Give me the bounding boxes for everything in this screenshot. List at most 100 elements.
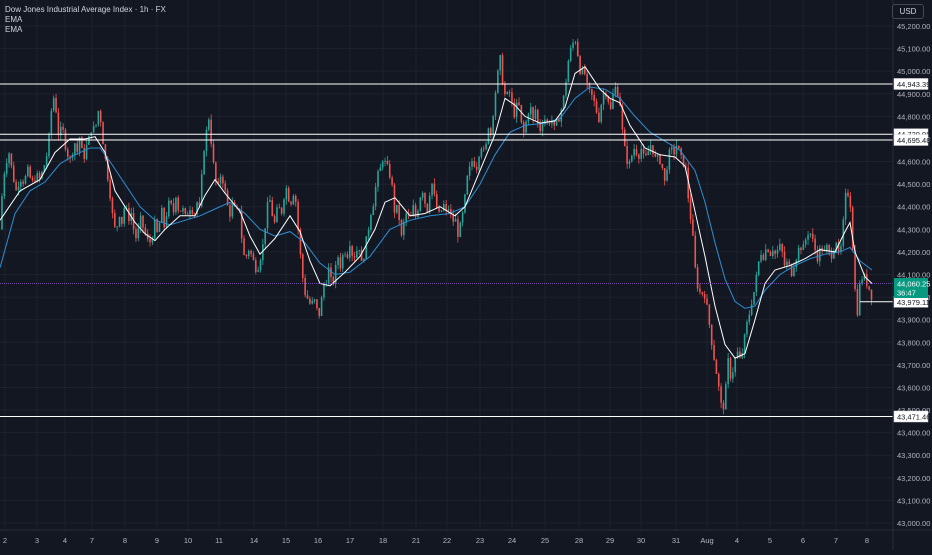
candle-body [842, 219, 845, 247]
candle-body [515, 102, 518, 118]
indicator-ema-2[interactable]: EMA [5, 25, 23, 34]
candle-body [685, 166, 687, 168]
candle-body [572, 42, 574, 48]
candle-body [661, 163, 664, 169]
candle-body [659, 154, 661, 164]
x-tick-label: 29 [606, 536, 614, 545]
candle-body [417, 210, 419, 217]
candle-body [781, 244, 783, 252]
candle-body [689, 198, 692, 220]
candle-body [400, 219, 403, 236]
chart-title[interactable]: Dow Jones Industrial Average Index · 1h … [5, 5, 166, 14]
candles [1, 38, 873, 415]
candle-body [102, 122, 104, 145]
candle-body [149, 238, 151, 243]
y-tick-label: 45,100.00 [897, 45, 930, 54]
candle-body [492, 116, 494, 135]
candle-body [811, 233, 814, 239]
candle-body [544, 119, 546, 125]
candle-body [146, 233, 149, 239]
level-tag [893, 78, 929, 90]
candle-body [27, 166, 29, 177]
candle-body [645, 153, 647, 156]
candle-body [81, 137, 83, 149]
x-tick-label: 3 [35, 536, 39, 545]
candle-body [612, 93, 614, 109]
candle-body [118, 216, 121, 227]
candle-body [499, 55, 501, 71]
candle-body [259, 260, 262, 271]
candle-body [461, 212, 464, 223]
candle-body [231, 202, 234, 217]
candle-body [210, 119, 212, 144]
candle-body [212, 143, 215, 163]
candle-body [135, 229, 137, 239]
candle-body [767, 249, 769, 252]
x-tick-label: 8 [865, 536, 869, 545]
candle-body [868, 286, 870, 290]
candle-body [703, 294, 706, 299]
candle-body [635, 148, 638, 155]
legend: Dow Jones Industrial Average Index · 1h … [5, 5, 166, 35]
indicator-ema-1[interactable]: EMA [5, 15, 23, 24]
candle-body [595, 101, 598, 113]
candle-body [57, 112, 60, 136]
y-tick-label: 43,000.00 [897, 519, 930, 528]
candle-body [320, 297, 323, 316]
candle-body [59, 126, 62, 136]
candle-body [764, 249, 767, 260]
candle-body [699, 288, 701, 293]
candle-body [656, 154, 659, 157]
candle-body [802, 244, 805, 250]
candle-body [468, 166, 471, 176]
candle-body [717, 373, 720, 387]
candle-body [532, 107, 534, 119]
candle-body [200, 174, 203, 206]
candle-body [750, 304, 753, 315]
x-tick-label: 14 [250, 536, 258, 545]
support-tag-label: 43,979.11 [897, 298, 930, 307]
candle-body [332, 277, 335, 284]
candle-body [584, 68, 586, 74]
candle-body [365, 236, 368, 260]
candle-body [360, 249, 363, 262]
candle-body [760, 254, 762, 262]
candle-body [793, 267, 795, 277]
candle-body [175, 197, 177, 213]
candle-body [769, 251, 772, 256]
x-tick-label: 4 [63, 536, 67, 545]
candle-body [250, 250, 252, 254]
candle-body [858, 283, 861, 316]
candle-body [670, 147, 673, 150]
candle-body [682, 154, 685, 167]
candle-body [614, 86, 617, 94]
candle-body [739, 351, 741, 358]
candle-body [15, 181, 17, 191]
x-tick-label: 10 [184, 536, 192, 545]
candle-body [762, 254, 765, 260]
candle-body [20, 181, 22, 187]
candle-body [144, 227, 147, 234]
candle-body [628, 161, 631, 164]
candle-body [245, 255, 248, 257]
candle-body [541, 124, 544, 132]
candle-body [283, 199, 285, 214]
y-tick-label: 43,100.00 [897, 496, 930, 505]
candle-body [826, 244, 828, 251]
level-tag-label: 44,695.48 [897, 136, 930, 145]
candle-body [539, 122, 541, 132]
candle-body [854, 249, 856, 290]
candle-body [50, 110, 53, 135]
candle-body [837, 242, 840, 252]
grid [0, 0, 893, 530]
y-tick-label: 44,800.00 [897, 112, 930, 121]
candle-body [490, 128, 492, 135]
candle-body [163, 207, 165, 228]
candle-body [626, 146, 628, 164]
candle-body [114, 213, 116, 227]
currency-button[interactable]: USD [892, 4, 924, 19]
candle-body [374, 186, 377, 207]
candle-body [464, 194, 466, 213]
